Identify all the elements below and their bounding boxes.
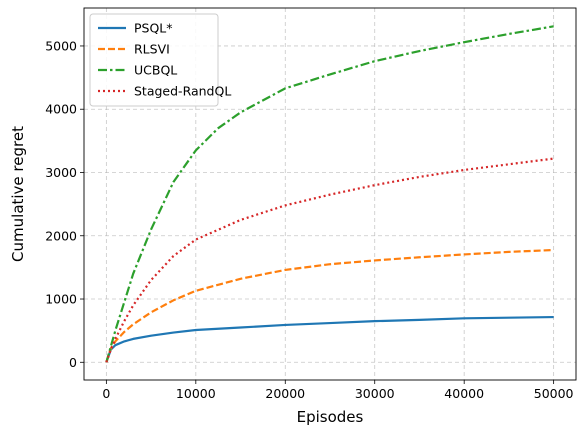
x-tick-label: 50000: [534, 386, 574, 401]
x-tick-label: 10000: [176, 386, 216, 401]
x-axis-ticks: 0 10000 20000 30000 40000 50000: [102, 380, 574, 401]
y-axis-ticks: 0 1000 2000 3000 4000 5000: [45, 38, 84, 370]
y-axis-label: Cumulative regret: [9, 126, 27, 262]
series-line-rlsvi: [105, 248, 554, 363]
y-tick-label: 2000: [45, 228, 77, 243]
legend-label: PSQL*: [134, 21, 173, 36]
legend-label: RLSVI: [134, 42, 170, 57]
y-tick-label: 3000: [45, 165, 77, 180]
legend-label: UCBQL: [134, 63, 177, 78]
legend: PSQL* RLSVI UCBQL Staged-RandQL: [89, 13, 231, 107]
x-tick-label: 0: [102, 386, 110, 401]
legend-label: Staged-RandQL: [134, 84, 231, 99]
y-tick-label: 0: [69, 355, 77, 370]
x-tick-label: 40000: [444, 386, 484, 401]
series-line-psql-: [105, 315, 554, 363]
series-lines: [105, 25, 554, 363]
y-tick-label: 5000: [45, 38, 77, 53]
y-tick-label: 4000: [45, 102, 77, 117]
legend-box: [89, 13, 219, 107]
y-tick-label: 1000: [45, 292, 77, 307]
legend-entries: PSQL* RLSVI UCBQL Staged-RandQL: [98, 21, 231, 99]
plot-frame: [83, 7, 577, 381]
series-line-staged-randql: [105, 157, 554, 363]
x-tick-label: 20000: [265, 386, 305, 401]
x-tick-label: 30000: [355, 386, 395, 401]
series-line-ucbql: [105, 25, 554, 363]
x-axis-label: Episodes: [297, 408, 364, 426]
